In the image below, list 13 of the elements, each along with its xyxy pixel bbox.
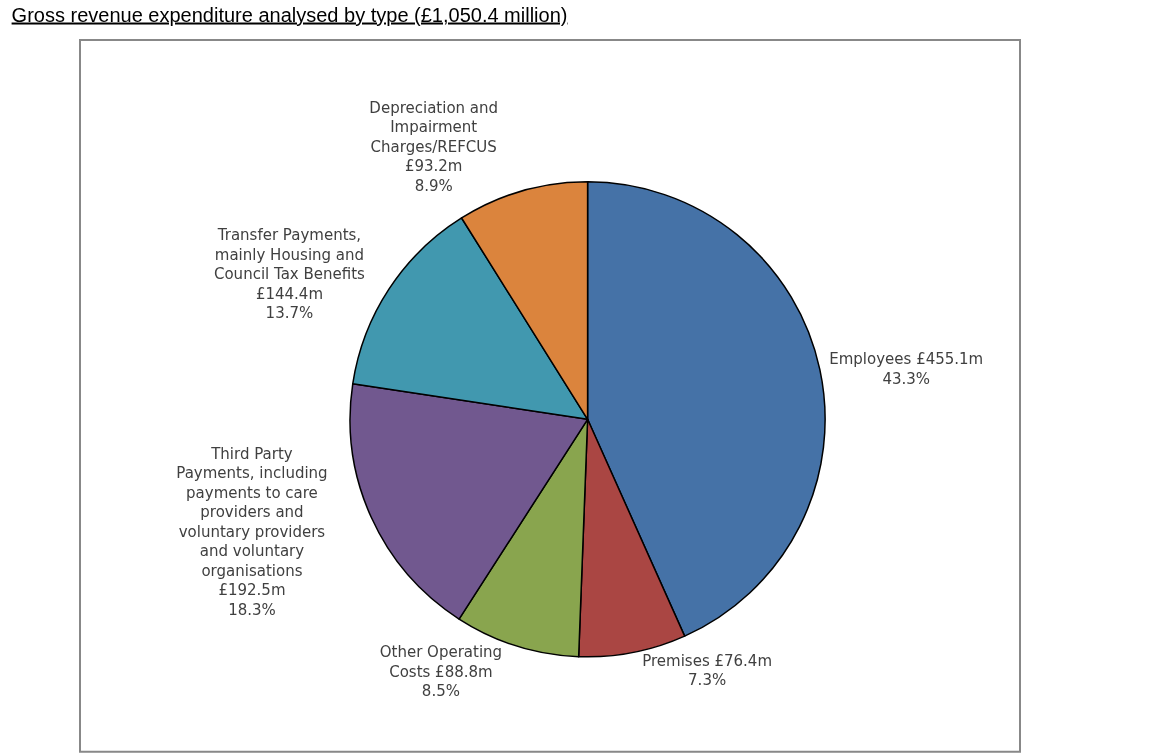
slice-label: Employees £455.1m	[829, 350, 984, 369]
chart-title: Gross revenue expenditure analysed by type (£1,050.4 million)	[11, 3, 568, 26]
slice-label: Premises £76.4m	[642, 651, 773, 670]
data-label: 13.7%	[265, 304, 314, 323]
data-label: 7.3%	[688, 671, 727, 690]
data-label: 8.9%	[414, 176, 453, 195]
slice-label: Depreciation and Impairment Charges/REFCUS £93.2m	[369, 98, 499, 176]
data-label: 18.3%	[228, 600, 276, 619]
data-label: 8.5%	[421, 682, 460, 701]
slice-label: Transfer Payments, mainly Housing and Council Tax Benefits £144.4m	[213, 226, 366, 303]
slice-label: Third Party Payments, including payments to care providers and voluntary providers and voluntary organisations £192.5m	[176, 444, 328, 600]
slice-label: Other Operating Costs £88.8m	[379, 643, 503, 681]
data-label: 43.3%	[882, 369, 931, 388]
